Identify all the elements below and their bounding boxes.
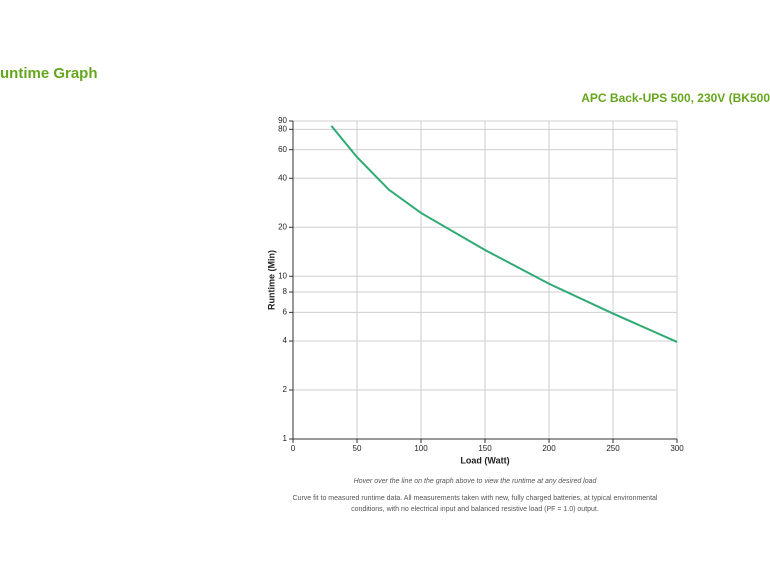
y-tick-label: 4 (283, 336, 288, 345)
model-name: APC Back-UPS 500, 230V (BK500 (581, 91, 770, 105)
y-axis-label: Runtime (Min) (266, 250, 276, 310)
x-axis-label: Load (Watt) (460, 455, 509, 465)
y-tick-label: 40 (278, 173, 287, 182)
y-tick-label: 2 (283, 385, 288, 394)
y-tick-label: 60 (278, 145, 287, 154)
note: Curve fit to measured runtime data. All … (293, 495, 658, 502)
y-tick-label: 8 (283, 287, 288, 296)
runtime-line (330, 125, 678, 343)
y-tick-label: 10 (278, 271, 287, 280)
x-tick-label: 50 (353, 444, 362, 453)
y-tick-label: 20 (278, 222, 287, 231)
x-tick-label: 200 (542, 444, 556, 453)
y-tick-label: 90 (278, 116, 287, 125)
page-title: untime Graph (0, 65, 98, 82)
x-tick-label: 100 (414, 444, 428, 453)
x-tick-label: 150 (478, 444, 492, 453)
x-tick-label: 300 (670, 444, 684, 453)
y-tick-label: 1 (283, 434, 288, 443)
y-tick-label: 6 (283, 307, 288, 316)
hint: Hover over the line on the graph above t… (354, 478, 598, 485)
x-tick-label: 0 (291, 444, 296, 453)
y-tick-label: 80 (278, 124, 287, 133)
x-tick-label: 250 (606, 444, 620, 453)
note: conditions, with no electrical input and… (351, 506, 599, 513)
